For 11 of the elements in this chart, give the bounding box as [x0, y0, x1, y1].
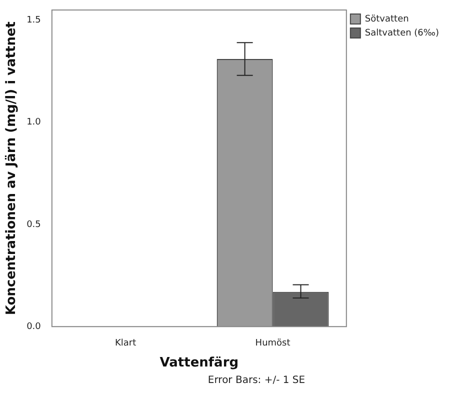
y-tick-label: 1.0	[26, 118, 42, 128]
y-tick-label: 0.0	[26, 322, 42, 332]
y-tick-label: 1.5	[26, 16, 41, 26]
x-axis-title: Vattenfärg	[160, 356, 239, 371]
text: Error Bars: +/- 1 SE	[206, 375, 306, 386]
y-tick-label: 0.5	[26, 220, 41, 230]
y-axis-title: Koncentrationen av Järn (mg/l) i vattnet	[4, 21, 20, 316]
legend-label: Sötvatten	[364, 14, 409, 24]
x-tick-label: Klart	[114, 338, 137, 348]
legend-label: Saltvatten (6‰)	[364, 28, 440, 38]
x-tick-label: Humöst	[255, 338, 291, 348]
